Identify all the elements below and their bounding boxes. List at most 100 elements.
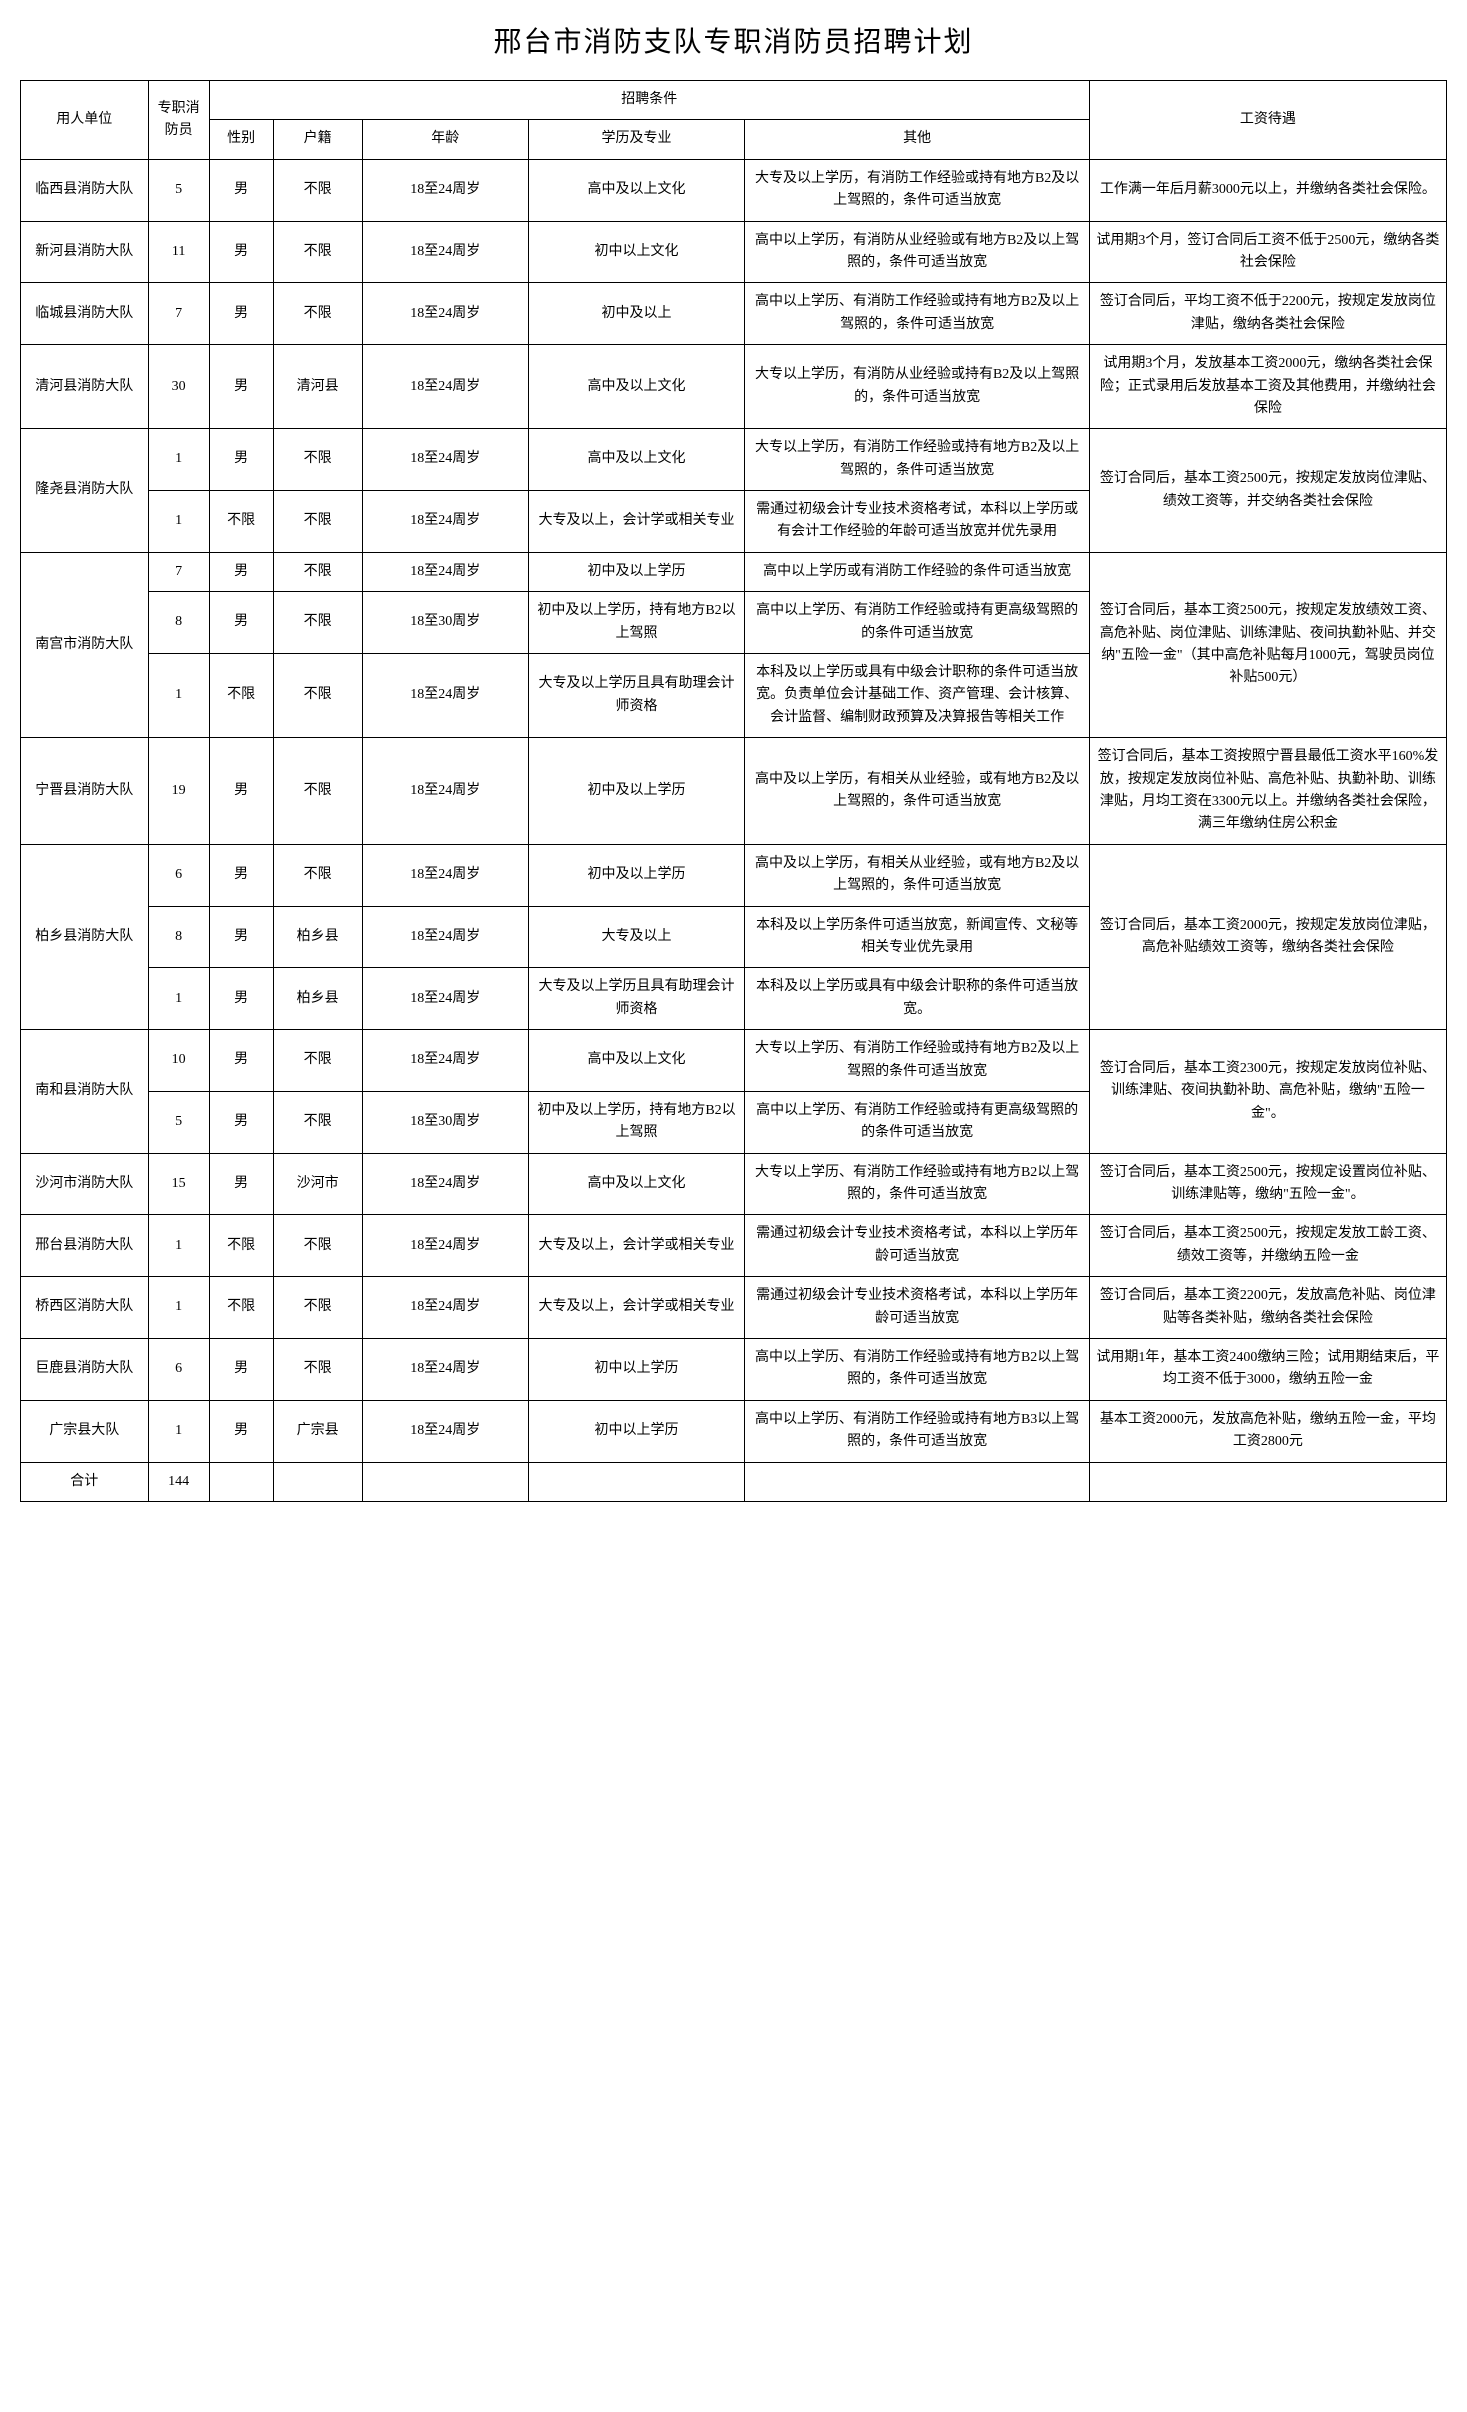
cell-age: 18至24周岁 xyxy=(362,654,528,738)
cell-huji: 不限 xyxy=(273,552,362,591)
cell-age: 18至24周岁 xyxy=(362,1153,528,1215)
cell-count: 1 xyxy=(148,429,209,491)
cell-count: 1 xyxy=(148,968,209,1030)
cell-edu: 初中以上学历 xyxy=(528,1400,745,1462)
cell-count: 15 xyxy=(148,1153,209,1215)
cell-huji: 不限 xyxy=(273,1277,362,1339)
table-row: 柏乡县消防大队6男不限18至24周岁初中及以上学历高中及以上学历，有相关从业经验… xyxy=(21,844,1447,906)
header-gender: 性别 xyxy=(209,120,273,159)
cell-edu: 初中及以上学历 xyxy=(528,844,745,906)
table-row: 南和县消防大队10男不限18至24周岁高中及以上文化大专以上学历、有消防工作经验… xyxy=(21,1030,1447,1092)
total-value: 144 xyxy=(148,1462,209,1501)
cell-other: 需通过初级会计专业技术资格考试，本科以上学历年龄可适当放宽 xyxy=(745,1215,1089,1277)
cell-unit: 沙河市消防大队 xyxy=(21,1153,149,1215)
cell-age: 18至24周岁 xyxy=(362,221,528,283)
cell-count: 5 xyxy=(148,1091,209,1153)
cell-other: 大专以上学历、有消防工作经验或持有地方B2及以上驾照的条件可适当放宽 xyxy=(745,1030,1089,1092)
cell-count: 7 xyxy=(148,283,209,345)
cell-other: 高中以上学历，有消防从业经验或有地方B2及以上驾照的，条件可适当放宽 xyxy=(745,221,1089,283)
cell-gender: 男 xyxy=(209,592,273,654)
cell-edu: 初中及以上学历 xyxy=(528,552,745,591)
cell-gender: 不限 xyxy=(209,491,273,553)
cell-gender: 男 xyxy=(209,738,273,845)
cell-other: 大专以上学历，有消防工作经验或持有地方B2及以上驾照的，条件可适当放宽 xyxy=(745,429,1089,491)
cell-age: 18至24周岁 xyxy=(362,968,528,1030)
table-row: 桥西区消防大队1不限不限18至24周岁大专及以上，会计学或相关专业需通过初级会计… xyxy=(21,1277,1447,1339)
cell-unit: 隆尧县消防大队 xyxy=(21,429,149,553)
cell-huji: 沙河市 xyxy=(273,1153,362,1215)
header-conditions: 招聘条件 xyxy=(209,81,1089,120)
cell-edu: 大专及以上，会计学或相关专业 xyxy=(528,1277,745,1339)
cell-count: 11 xyxy=(148,221,209,283)
cell-edu: 大专及以上 xyxy=(528,906,745,968)
cell-age: 18至24周岁 xyxy=(362,906,528,968)
header-salary: 工资待遇 xyxy=(1089,81,1446,160)
cell-other: 大专及以上学历，有消防工作经验或持有地方B2及以上驾照的，条件可适当放宽 xyxy=(745,159,1089,221)
table-row: 隆尧县消防大队1男不限18至24周岁高中及以上文化大专以上学历，有消防工作经验或… xyxy=(21,429,1447,491)
table-row: 沙河市消防大队15男沙河市18至24周岁高中及以上文化大专以上学历、有消防工作经… xyxy=(21,1153,1447,1215)
cell-other: 需通过初级会计专业技术资格考试，本科以上学历或有会计工作经验的年龄可适当放宽并优… xyxy=(745,491,1089,553)
cell-unit: 桥西区消防大队 xyxy=(21,1277,149,1339)
cell-count: 1 xyxy=(148,491,209,553)
header-other: 其他 xyxy=(745,120,1089,159)
cell-edu: 高中及以上文化 xyxy=(528,159,745,221)
cell-salary: 签订合同后，基本工资2500元，按规定设置岗位补贴、训练津贴等，缴纳"五险一金"… xyxy=(1089,1153,1446,1215)
cell-gender: 男 xyxy=(209,283,273,345)
cell-unit: 临城县消防大队 xyxy=(21,283,149,345)
cell-count: 5 xyxy=(148,159,209,221)
cell-unit: 临西县消防大队 xyxy=(21,159,149,221)
cell-unit: 宁晋县消防大队 xyxy=(21,738,149,845)
cell-count: 1 xyxy=(148,1277,209,1339)
cell-huji: 不限 xyxy=(273,1030,362,1092)
cell-age: 18至24周岁 xyxy=(362,345,528,429)
cell-age: 18至24周岁 xyxy=(362,283,528,345)
cell-other: 大专以上学历、有消防工作经验或持有地方B2以上驾照的，条件可适当放宽 xyxy=(745,1153,1089,1215)
cell-count: 6 xyxy=(148,1339,209,1401)
cell-other: 高中以上学历、有消防工作经验或持有地方B2及以上驾照的，条件可适当放宽 xyxy=(745,283,1089,345)
cell-huji: 不限 xyxy=(273,221,362,283)
cell-unit: 新河县消防大队 xyxy=(21,221,149,283)
table-row: 邢台县消防大队1不限不限18至24周岁大专及以上，会计学或相关专业需通过初级会计… xyxy=(21,1215,1447,1277)
cell-edu: 高中及以上文化 xyxy=(528,1030,745,1092)
cell-gender: 男 xyxy=(209,968,273,1030)
cell-other: 高中以上学历、有消防工作经验或持有更高级驾照的的条件可适当放宽 xyxy=(745,1091,1089,1153)
cell-huji: 不限 xyxy=(273,159,362,221)
cell-huji: 不限 xyxy=(273,738,362,845)
table-body: 临西县消防大队5男不限18至24周岁高中及以上文化大专及以上学历，有消防工作经验… xyxy=(21,159,1447,1501)
cell-age: 18至24周岁 xyxy=(362,1400,528,1462)
cell-other: 高中及以上学历，有相关从业经验，或有地方B2及以上驾照的，条件可适当放宽 xyxy=(745,738,1089,845)
cell-unit: 南和县消防大队 xyxy=(21,1030,149,1154)
cell-edu: 初中以上文化 xyxy=(528,221,745,283)
cell-age: 18至24周岁 xyxy=(362,1277,528,1339)
cell-age: 18至30周岁 xyxy=(362,592,528,654)
cell-edu: 初中及以上学历 xyxy=(528,738,745,845)
cell-other: 高中及以上学历，有相关从业经验，或有地方B2及以上驾照的，条件可适当放宽 xyxy=(745,844,1089,906)
cell-salary: 签订合同后，基本工资2300元，按规定发放岗位补贴、训练津贴、夜间执勤补助、高危… xyxy=(1089,1030,1446,1154)
cell-count: 6 xyxy=(148,844,209,906)
cell-gender: 男 xyxy=(209,221,273,283)
cell-gender: 男 xyxy=(209,1153,273,1215)
cell-count: 1 xyxy=(148,1215,209,1277)
cell-gender: 男 xyxy=(209,1030,273,1092)
cell-edu: 高中及以上文化 xyxy=(528,1153,745,1215)
table-row: 临城县消防大队7男不限18至24周岁初中及以上高中以上学历、有消防工作经验或持有… xyxy=(21,283,1447,345)
cell-other: 大专以上学历，有消防从业经验或持有B2及以上驾照的，条件可适当放宽 xyxy=(745,345,1089,429)
cell-huji: 不限 xyxy=(273,654,362,738)
cell-age: 18至30周岁 xyxy=(362,1091,528,1153)
cell-unit: 邢台县消防大队 xyxy=(21,1215,149,1277)
cell-unit: 广宗县大队 xyxy=(21,1400,149,1462)
cell-salary: 签订合同后，基本工资2200元，发放高危补贴、岗位津贴等各类补贴，缴纳各类社会保… xyxy=(1089,1277,1446,1339)
cell-gender: 不限 xyxy=(209,1215,273,1277)
cell-unit: 清河县消防大队 xyxy=(21,345,149,429)
cell-other: 高中以上学历、有消防工作经验或持有地方B2以上驾照的，条件可适当放宽 xyxy=(745,1339,1089,1401)
empty-cell xyxy=(1089,1462,1446,1501)
cell-other: 本科及以上学历或具有中级会计职称的条件可适当放宽。 xyxy=(745,968,1089,1030)
page-title: 邢台市消防支队专职消防员招聘计划 xyxy=(20,20,1447,60)
header-unit: 用人单位 xyxy=(21,81,149,160)
cell-age: 18至24周岁 xyxy=(362,738,528,845)
header-huji: 户籍 xyxy=(273,120,362,159)
table-row: 广宗县大队1男广宗县18至24周岁初中以上学历高中以上学历、有消防工作经验或持有… xyxy=(21,1400,1447,1462)
cell-gender: 男 xyxy=(209,159,273,221)
header-count: 专职消防员 xyxy=(148,81,209,160)
cell-huji: 广宗县 xyxy=(273,1400,362,1462)
